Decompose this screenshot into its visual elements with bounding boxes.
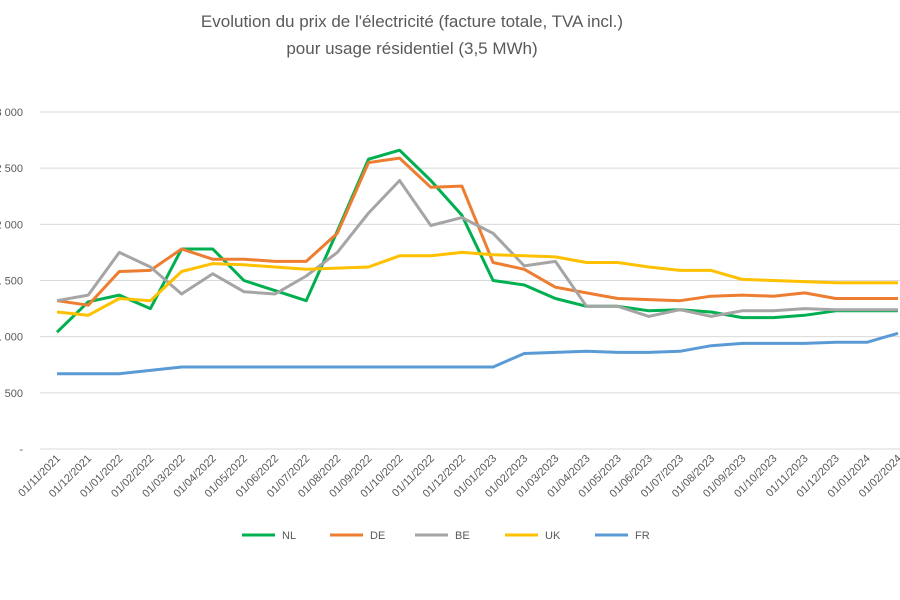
series-line-nl [55, 148, 898, 334]
y-tick-label: 2 000 [0, 219, 23, 231]
y-tick-label: 3 000 [0, 107, 23, 119]
y-tick-label: 1 000 [0, 332, 23, 344]
series-line-be [56, 179, 898, 318]
legend-label-be: BE [455, 530, 470, 542]
legend-label-fr: FR [635, 530, 650, 542]
series-line-fr [57, 331, 899, 376]
legend-label-uk: UK [545, 530, 561, 542]
chart-subtitle: pour usage résidentiel (3,5 MWh) [286, 39, 537, 58]
legend-label-de: DE [370, 530, 385, 542]
chart-title: Evolution du prix de l'électricité (fact… [201, 12, 623, 31]
y-tick-label: - [19, 444, 23, 456]
series-line-de [56, 156, 898, 307]
y-tick-label: 2 500 [0, 163, 23, 175]
y-tick-label: 500 [5, 388, 23, 400]
series-line-uk [56, 250, 898, 317]
legend-label-nl: NL [282, 530, 296, 542]
y-tick-label: 1 500 [0, 276, 23, 288]
